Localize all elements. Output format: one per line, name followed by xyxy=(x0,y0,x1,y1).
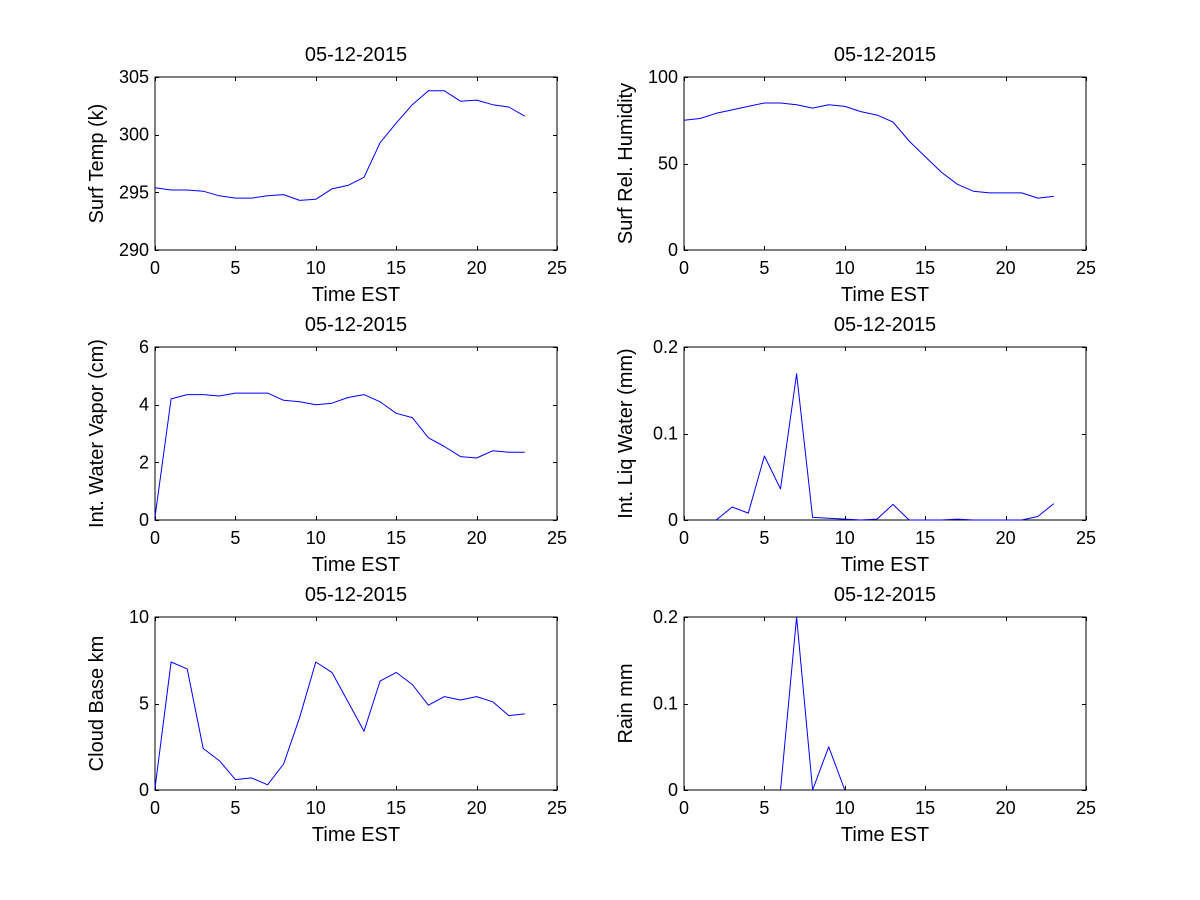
x-tick-label: 0 xyxy=(150,798,160,818)
axes-frame xyxy=(154,346,558,521)
y-tick-label: 0.2 xyxy=(653,337,678,357)
series-line xyxy=(154,661,525,789)
subplot-title: 05-12-2015 xyxy=(834,584,936,606)
x-tick-label: 0 xyxy=(150,528,160,548)
series-line xyxy=(780,616,846,791)
y-tick-label: 5 xyxy=(139,694,149,714)
x-tick-label: 5 xyxy=(230,798,240,818)
x-axis-label: Time EST xyxy=(312,284,400,306)
subplot-title: 05-12-2015 xyxy=(834,44,936,66)
x-tick-label: 15 xyxy=(386,258,406,278)
y-tick-label: 0 xyxy=(668,240,678,260)
subplot-title: 05-12-2015 xyxy=(305,584,407,606)
x-tick-label: 10 xyxy=(306,528,326,548)
y-tick-label: 0.1 xyxy=(653,694,678,714)
y-axis-label: Int. Water Vapor (cm) xyxy=(86,339,108,528)
x-tick-label: 25 xyxy=(547,798,567,818)
y-tick-label: 290 xyxy=(119,240,149,260)
x-tick-label: 20 xyxy=(467,528,487,548)
x-tick-label: 20 xyxy=(996,258,1016,278)
x-tick-label: 20 xyxy=(467,258,487,278)
x-tick-label: 10 xyxy=(835,528,855,548)
axes-frame xyxy=(154,76,558,251)
x-axis-label: Time EST xyxy=(312,824,400,846)
subplot-title: 05-12-2015 xyxy=(834,314,936,336)
y-tick-label: 50 xyxy=(658,154,678,174)
x-axis-label: Time EST xyxy=(841,554,929,576)
subplot-5: 0 5 10 15 20 25 0 5 10 05-12-2015 Time EST Cloud Ba… xyxy=(86,584,567,846)
y-tick-label: 300 xyxy=(119,125,149,145)
x-tick-label: 15 xyxy=(915,528,935,548)
subplot-2: 0 5 10 15 20 25 0 50 100 05-12-2015 Time EST Surf R… xyxy=(615,44,1096,306)
x-tick-label: 5 xyxy=(230,528,240,548)
y-tick-label: 4 xyxy=(139,395,149,415)
y-tick-label: 100 xyxy=(648,67,678,87)
x-tick-label: 25 xyxy=(1076,258,1096,278)
x-tick-label: 15 xyxy=(386,798,406,818)
y-tick-label: 0.2 xyxy=(653,607,678,627)
axes-frame xyxy=(683,346,1087,521)
axes-frame xyxy=(683,616,1087,791)
y-tick-label: 0.1 xyxy=(653,424,678,444)
x-tick-label: 20 xyxy=(996,528,1016,548)
x-tick-label: 5 xyxy=(759,798,769,818)
x-tick-label: 10 xyxy=(306,258,326,278)
x-tick-label: 25 xyxy=(547,528,567,548)
x-tick-label: 5 xyxy=(759,258,769,278)
y-axis-label: Rain mm xyxy=(615,663,637,743)
x-tick-label: 15 xyxy=(915,798,935,818)
y-tick-label: 6 xyxy=(139,337,149,357)
y-tick-label: 0 xyxy=(668,510,678,530)
x-tick-label: 20 xyxy=(996,798,1016,818)
x-tick-label: 20 xyxy=(467,798,487,818)
series-line xyxy=(154,392,525,518)
x-tick-label: 5 xyxy=(759,528,769,548)
x-tick-label: 25 xyxy=(1076,798,1096,818)
subplot-title: 05-12-2015 xyxy=(305,44,407,66)
x-tick-label: 15 xyxy=(915,258,935,278)
y-tick-label: 0 xyxy=(139,780,149,800)
axes-frame xyxy=(154,616,558,791)
series-line xyxy=(715,373,1055,521)
subplot-3: 0 5 10 15 20 25 0 2 4 6 05-12-2015 Time EST Int. Wat… xyxy=(86,314,567,576)
y-axis-label: Int. Liq Water (mm) xyxy=(615,348,637,518)
x-tick-label: 25 xyxy=(547,258,567,278)
y-tick-label: 2 xyxy=(139,452,149,472)
x-tick-label: 10 xyxy=(835,258,855,278)
x-tick-label: 0 xyxy=(679,528,689,548)
series-line xyxy=(154,90,526,201)
x-tick-label: 5 xyxy=(230,258,240,278)
subplot-title: 05-12-2015 xyxy=(305,314,407,336)
x-tick-label: 25 xyxy=(1076,528,1096,548)
x-tick-label: 0 xyxy=(679,798,689,818)
y-tick-label: 10 xyxy=(129,607,149,627)
y-axis-label: Cloud Base km xyxy=(86,636,108,772)
subplot-1: 0 5 10 15 20 25 290 295 300 305 05-12-2015 Time EST… xyxy=(86,44,567,306)
x-axis-label: Time EST xyxy=(841,824,929,846)
y-axis-label: Surf Temp (k) xyxy=(86,104,108,224)
x-axis-label: Time EST xyxy=(841,284,929,306)
subplot-6: 0 5 10 15 20 25 0 0.1 0.2 05-12-2015 Time EST Rain … xyxy=(615,584,1096,846)
y-tick-label: 305 xyxy=(119,67,149,87)
x-axis-label: Time EST xyxy=(312,554,400,576)
y-tick-label: 0 xyxy=(139,510,149,530)
series-line xyxy=(683,102,1054,199)
x-tick-label: 10 xyxy=(835,798,855,818)
x-tick-label: 10 xyxy=(306,798,326,818)
x-tick-label: 0 xyxy=(150,258,160,278)
subplot-4: 0 5 10 15 20 25 0 0.1 0.2 05-12-2015 Time EST Int. … xyxy=(615,314,1096,576)
x-tick-label: 15 xyxy=(386,528,406,548)
y-axis-label: Surf Rel. Humidity xyxy=(615,83,637,244)
y-tick-label: 295 xyxy=(119,182,149,202)
y-tick-label: 0 xyxy=(668,780,678,800)
axes-frame xyxy=(683,76,1087,251)
x-tick-label: 0 xyxy=(679,258,689,278)
